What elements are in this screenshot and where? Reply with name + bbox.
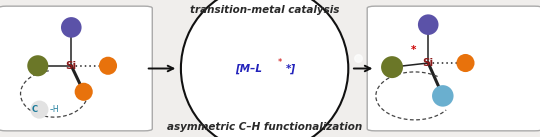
Text: [M–L: [M–L (235, 63, 262, 74)
Point (461, 62, 470, 64)
Point (424, 24, 433, 26)
Text: C: C (32, 105, 38, 114)
Point (405, 86, 414, 89)
Text: –H: –H (49, 105, 59, 114)
Point (7, 101, 16, 104)
Point (392, 15, 401, 18)
Point (388, 66, 396, 68)
Point (433, 55, 442, 57)
Point (35, 18, 44, 20)
Text: *: * (278, 58, 282, 67)
Text: *]: *] (286, 63, 295, 74)
Point (35, 109, 44, 111)
Point (67, 26, 76, 28)
Point (76, 58, 84, 60)
Text: *: * (410, 45, 416, 55)
Text: Si: Si (423, 58, 434, 68)
Point (51, 84, 60, 86)
Text: asymmetric C–H functionalization: asymmetric C–H functionalization (167, 122, 362, 132)
Text: Si: Si (66, 61, 77, 71)
Point (1, 56, 9, 58)
Point (354, 57, 362, 60)
FancyBboxPatch shape (367, 6, 540, 131)
FancyBboxPatch shape (0, 6, 152, 131)
Text: transition-metal catalysis: transition-metal catalysis (190, 5, 339, 15)
Ellipse shape (181, 0, 348, 137)
Point (104, 65, 112, 67)
Point (33, 65, 42, 67)
Point (79, 91, 88, 93)
Point (438, 95, 447, 97)
